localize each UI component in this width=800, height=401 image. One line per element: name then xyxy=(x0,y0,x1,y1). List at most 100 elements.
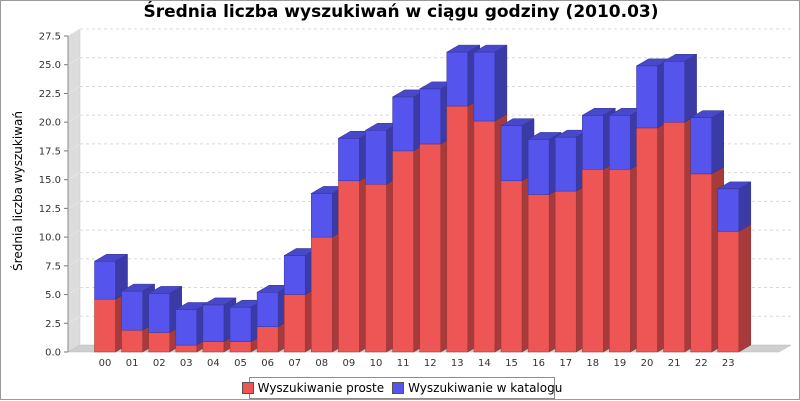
bar-wyszukiwanie-w-katalogu-00 xyxy=(94,260,116,300)
x-tick-label: 09 xyxy=(343,358,356,369)
x-tick-label: 15 xyxy=(505,358,518,369)
x-tick-label: 13 xyxy=(451,358,464,369)
bar-wyszukiwanie-proste-17 xyxy=(554,190,577,353)
bar-wyszukiwanie-w-katalogu-08 xyxy=(311,193,333,238)
legend-label-series-1: Wyszukiwanie proste xyxy=(257,381,385,395)
bar-wyszukiwanie-w-katalogu-19 xyxy=(609,115,631,170)
bar-wyszukiwanie-w-katalogu-15-top xyxy=(500,118,535,126)
gridline-side xyxy=(67,258,81,267)
bar-wyszukiwanie-w-katalogu-17 xyxy=(554,136,577,192)
bar-wyszukiwanie-w-katalogu-13 xyxy=(446,51,469,107)
gridline-side xyxy=(67,143,81,152)
x-tick-label: 01 xyxy=(126,358,139,369)
bar-wyszukiwanie-w-katalogu-00-top xyxy=(93,253,129,262)
bar-wyszukiwanie-w-katalogu-15 xyxy=(500,125,523,182)
bar-wyszukiwanie-proste-14 xyxy=(473,120,496,353)
gridline-side xyxy=(67,201,81,209)
bar-wyszukiwanie-w-katalogu-05 xyxy=(229,306,252,342)
gridline-side xyxy=(67,172,81,180)
chart-title: Średnia liczba wyszukiwań w ciągu godzin… xyxy=(143,2,659,22)
y-tick-label: 27.5 xyxy=(39,32,61,43)
bar-wyszukiwanie-w-katalogu-22 xyxy=(690,117,712,175)
x-tick-label: 12 xyxy=(424,358,437,369)
bar-wyszukiwanie-proste-23 xyxy=(717,231,740,353)
bar-wyszukiwanie-w-katalogu-12 xyxy=(419,88,441,145)
bar-wyszukiwanie-proste-16 xyxy=(527,194,550,353)
bar-wyszukiwanie-w-katalogu-01-top xyxy=(120,283,156,292)
bar-wyszukiwanie-proste-21 xyxy=(663,121,685,353)
x-tick-label: 05 xyxy=(234,358,247,369)
bar-wyszukiwanie-proste-01 xyxy=(121,329,143,353)
bar-wyszukiwanie-proste-12 xyxy=(419,143,441,353)
x-tick-label: 10 xyxy=(370,358,383,369)
bar-wyszukiwanie-w-katalogu-09 xyxy=(338,138,360,182)
bar-wyszukiwanie-w-katalogu-10 xyxy=(365,129,387,185)
bar-wyszukiwanie-w-katalogu-06 xyxy=(256,291,279,327)
x-tick-label: 18 xyxy=(586,358,599,369)
plot-left-wall xyxy=(67,28,81,353)
x-tick-label: 19 xyxy=(614,358,627,369)
gridline-side xyxy=(67,86,81,94)
bar-wyszukiwanie-proste-04 xyxy=(202,341,225,353)
y-tick-label: 15.0 xyxy=(39,175,61,186)
legend-swatch-series-2 xyxy=(392,382,405,394)
bar-wyszukiwanie-w-katalogu-16 xyxy=(527,139,550,195)
x-tick-label: 07 xyxy=(288,358,301,369)
gridline-side xyxy=(67,315,81,324)
bar-wyszukiwanie-proste-07 xyxy=(283,294,306,353)
bar-wyszukiwanie-w-katalogu-01 xyxy=(121,290,143,331)
y-tick-label: 0.0 xyxy=(45,348,61,359)
bar-wyszukiwanie-w-katalogu-02 xyxy=(148,293,170,333)
x-tick-label: 08 xyxy=(315,358,328,369)
legend-label-series-2: Wyszukiwanie w katalogu xyxy=(408,381,563,395)
bar-wyszukiwanie-proste-15 xyxy=(500,180,523,353)
gridline-side xyxy=(67,114,81,123)
y-tick-label: 5.0 xyxy=(45,290,61,301)
x-tick-label: 22 xyxy=(695,358,708,369)
y-tick-label: 12.5 xyxy=(39,204,61,215)
y-tick-label: 20.0 xyxy=(39,118,61,129)
y-tick-label: 22.5 xyxy=(39,89,61,100)
bar-wyszukiwanie-w-katalogu-18-top xyxy=(581,108,617,116)
bar-wyszukiwanie-proste-13 xyxy=(446,105,469,353)
bar-wyszukiwanie-w-katalogu-03 xyxy=(175,309,198,346)
bar-wyszukiwanie-w-katalogu-23-top xyxy=(716,181,752,190)
x-tick-label: 17 xyxy=(559,358,572,369)
bar-wyszukiwanie-w-katalogu-04-top xyxy=(201,297,237,306)
bar-wyszukiwanie-proste-08 xyxy=(311,236,333,353)
bar-wyszukiwanie-w-katalogu-22-side xyxy=(711,110,724,175)
bar-wyszukiwanie-w-katalogu-20 xyxy=(636,65,658,129)
legend-item-series-1: Wyszukiwanie proste xyxy=(241,381,385,395)
gridline-side xyxy=(67,57,81,66)
gridline-side xyxy=(67,28,81,37)
x-tick-label: 06 xyxy=(261,358,274,369)
x-tick-label: 03 xyxy=(180,358,193,369)
gridline-side xyxy=(67,287,81,295)
bar-wyszukiwanie-w-katalogu-07 xyxy=(283,255,306,295)
bar-wyszukiwanie-w-katalogu-14 xyxy=(473,51,496,122)
bar-wyszukiwanie-proste-05 xyxy=(229,341,252,353)
gridline-side xyxy=(67,229,81,238)
bar-wyszukiwanie-w-katalogu-21-side xyxy=(684,53,697,123)
bar-wyszukiwanie-w-katalogu-21-top xyxy=(662,54,698,62)
legend: Wyszukiwanie proste Wyszukiwanie w katal… xyxy=(241,377,562,399)
bar-wyszukiwanie-w-katalogu-02-top xyxy=(147,286,183,294)
x-tick-label: 02 xyxy=(153,358,166,369)
y-tick-label: 25.0 xyxy=(39,60,61,71)
bar-wyszukiwanie-proste-23-side xyxy=(738,223,752,353)
bar-wyszukiwanie-proste-11 xyxy=(392,150,414,353)
y-tick-label: 2.5 xyxy=(45,319,61,330)
x-tick-label: 11 xyxy=(397,358,410,369)
y-tick-label: 10.0 xyxy=(39,233,61,244)
bar-wyszukiwanie-proste-10 xyxy=(365,183,387,353)
x-tick-label: 04 xyxy=(207,358,220,369)
y-tick-label: 7.5 xyxy=(45,261,61,272)
bar-wyszukiwanie-w-katalogu-18 xyxy=(582,115,604,170)
bar-wyszukiwanie-w-katalogu-11 xyxy=(392,96,414,152)
bar-wyszukiwanie-proste-06 xyxy=(256,326,279,353)
bar-wyszukiwanie-w-katalogu-14-side xyxy=(494,44,508,122)
bar-wyszukiwanie-proste-09 xyxy=(338,180,360,353)
bar-wyszukiwanie-w-katalogu-13-top xyxy=(445,44,481,53)
bar-wyszukiwanie-proste-20 xyxy=(636,127,658,353)
